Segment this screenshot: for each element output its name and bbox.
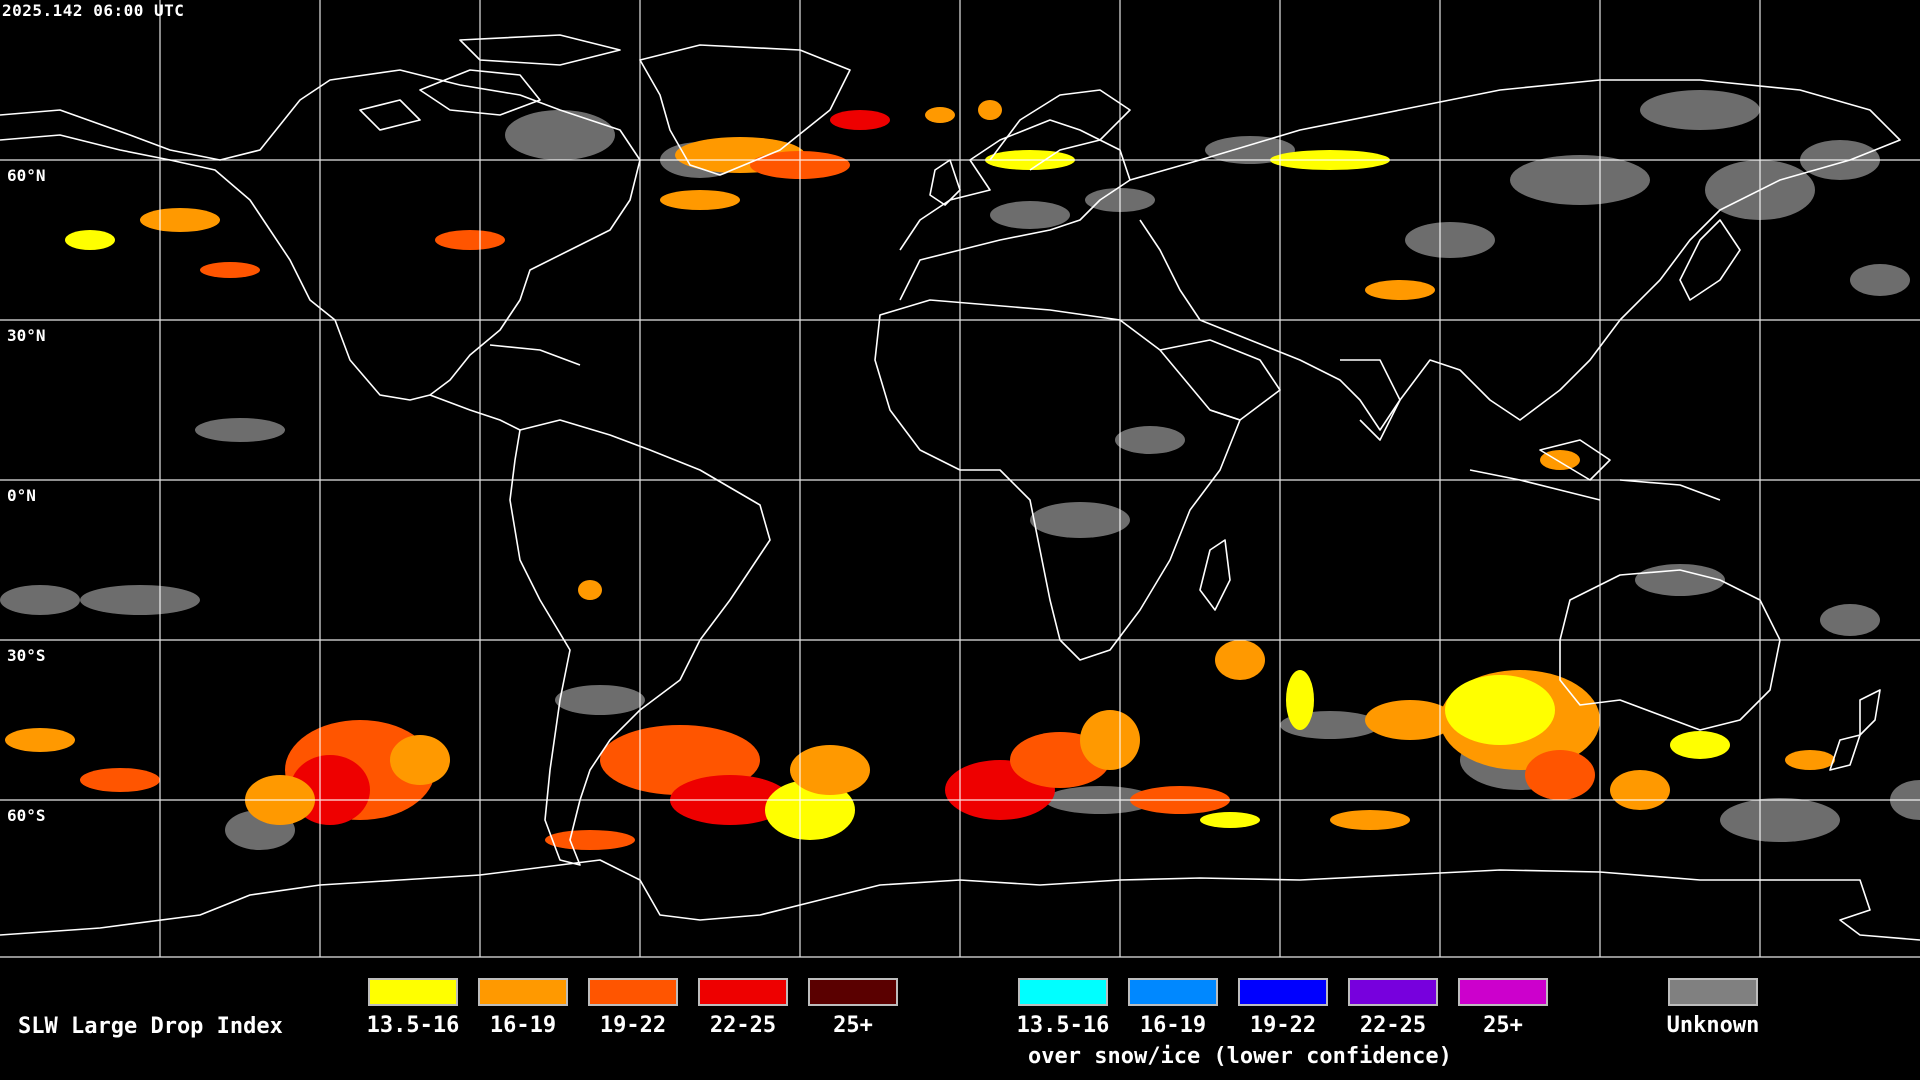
label-snow-13-16: 13.5-16 — [1016, 1013, 1110, 1038]
snow-ice-note: over snow/ice (lower confidence) — [1028, 1044, 1452, 1069]
timestamp: 2025.142 06:00 UTC — [2, 1, 185, 20]
swatch-snow-25-plus — [1458, 978, 1548, 1006]
coastlines — [0, 34, 1920, 941]
asia-coast — [1129, 79, 1901, 431]
north-america-coast — [0, 69, 641, 401]
label-liquid-19-22: 19-22 — [599, 1013, 667, 1038]
world-map — [0, 0, 1920, 958]
swatch-snow-22-25 — [1348, 978, 1438, 1006]
europe-coast — [899, 119, 1131, 301]
legend — [0, 960, 1920, 1080]
label-snow-16-19: 16-19 — [1139, 1013, 1207, 1038]
south-america-coast — [509, 419, 771, 866]
swatch-snow-13-16 — [1018, 978, 1108, 1006]
label-liquid-16-19: 16-19 — [489, 1013, 557, 1038]
label-unknown: Unknown — [1666, 1013, 1760, 1038]
swatch-liquid-22-25 — [698, 978, 788, 1006]
swatch-liquid-16-19 — [478, 978, 568, 1006]
label-liquid-13-16: 13.5-16 — [366, 1013, 460, 1038]
slw-patches — [0, 90, 1920, 850]
graticule — [0, 0, 1920, 958]
lat-label-60n: 60°N — [7, 166, 46, 185]
label-snow-22-25: 22-25 — [1359, 1013, 1427, 1038]
swatch-liquid-13-16 — [368, 978, 458, 1006]
swatch-unknown — [1668, 978, 1758, 1006]
lat-label-0n: 0°N — [7, 486, 36, 505]
label-snow-19-22: 19-22 — [1249, 1013, 1317, 1038]
swatch-liquid-25-plus — [808, 978, 898, 1006]
australia-coast — [1559, 569, 1781, 731]
greenland-coast — [639, 44, 851, 176]
africa-coast — [874, 299, 1241, 661]
antarctica-coast — [0, 859, 1920, 941]
swatch-snow-16-19 — [1128, 978, 1218, 1006]
legend-title: SLW Large Drop Index — [18, 1014, 283, 1039]
swatch-snow-19-22 — [1238, 978, 1328, 1006]
swatch-liquid-19-22 — [588, 978, 678, 1006]
lat-label-30s: 30°S — [7, 646, 46, 665]
lat-label-30n: 30°N — [7, 326, 46, 345]
label-liquid-25-plus: 25+ — [833, 1013, 873, 1038]
lat-label-60s: 60°S — [7, 806, 46, 825]
label-liquid-22-25: 22-25 — [709, 1013, 777, 1038]
label-snow-25-plus: 25+ — [1483, 1013, 1523, 1038]
